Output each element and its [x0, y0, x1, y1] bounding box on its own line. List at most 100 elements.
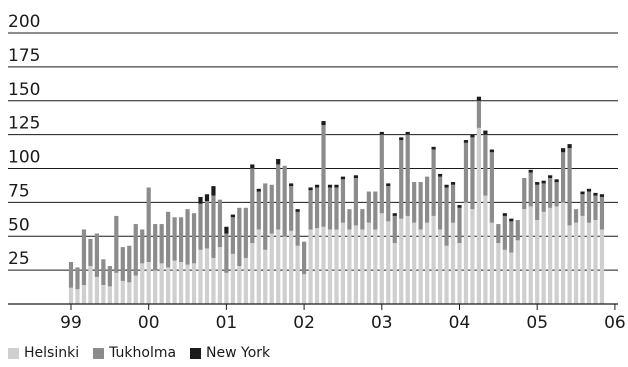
bar-segment-helsinki — [185, 264, 190, 304]
y-tick-label: 200 — [8, 12, 40, 32]
bar-segment-new-york — [541, 180, 546, 184]
bar-segment-tukholma — [548, 177, 553, 208]
bar-segment-tukholma — [172, 217, 177, 261]
bar-segment-tukholma — [444, 187, 449, 246]
bar-segment-new-york — [548, 175, 553, 178]
bar-segment-helsinki — [431, 215, 436, 304]
bar-segment-tukholma — [211, 195, 216, 258]
bar-segment-tukholma — [198, 203, 203, 250]
bar-segment-tukholma — [237, 207, 242, 267]
bar-segment-new-york — [431, 146, 436, 150]
bar-segment-new-york — [204, 194, 210, 202]
x-tick-label: 00 — [138, 313, 160, 333]
bar-segment-tukholma — [302, 241, 307, 275]
bar-segment-helsinki — [586, 222, 592, 304]
legend-item-tukholma: Tukholma — [93, 345, 176, 361]
bar-segment-new-york — [399, 137, 404, 141]
bar-segment-helsinki — [243, 257, 248, 304]
bar-segment-helsinki — [289, 230, 294, 304]
bar-segment-helsinki — [548, 207, 553, 304]
x-tick-label: 04 — [449, 313, 471, 333]
bar-segment-new-york — [580, 191, 585, 195]
bar-segment-helsinki — [327, 229, 333, 304]
bar-segment-helsinki — [153, 270, 158, 305]
bar-segment-helsinki — [366, 222, 371, 304]
bar-segment-tukholma — [431, 149, 436, 216]
bar-segment-tukholma — [276, 164, 281, 230]
bar-segment-helsinki — [476, 127, 482, 304]
bar-segment-new-york — [334, 184, 339, 188]
bar-segment-helsinki — [178, 262, 184, 304]
legend-swatch-tukholma — [93, 347, 105, 359]
y-tick-label: 75 — [8, 181, 30, 201]
bar-segment-new-york — [340, 176, 346, 180]
x-tick-label: 99 — [60, 313, 82, 333]
bar-segment-tukholma — [88, 238, 93, 267]
bar-segment-tukholma — [509, 221, 514, 253]
x-tick-label: 03 — [371, 313, 393, 333]
bar-segment-new-york — [327, 184, 333, 188]
bar-segment-tukholma — [75, 267, 80, 290]
bar-segment-new-york — [489, 149, 494, 153]
bar-segment-helsinki — [561, 202, 566, 305]
bar-segment-tukholma — [153, 224, 158, 271]
bar-segment-helsinki — [127, 282, 132, 304]
bar-segment-tukholma — [386, 186, 391, 222]
bar-segment-tukholma — [412, 182, 417, 223]
bar-segment-new-york — [379, 131, 384, 135]
bar-segment-helsinki — [483, 195, 488, 304]
bar-segment-helsinki — [198, 249, 203, 304]
bar-segment-helsinki — [444, 245, 449, 304]
bar-segment-tukholma — [166, 211, 171, 268]
bar-segment-new-york — [476, 96, 482, 101]
bar-segment-helsinki — [425, 222, 430, 304]
bar-segment-new-york — [483, 130, 488, 135]
bar-segment-tukholma — [250, 168, 255, 244]
bar-segment-new-york — [256, 188, 261, 192]
bar-segment-helsinki — [282, 236, 287, 304]
bar-segment-new-york — [599, 194, 605, 197]
bar-segment-helsinki — [334, 229, 339, 304]
legend-label-helsinki: Helsinki — [24, 345, 80, 361]
legend-item-new-york: New York — [190, 345, 270, 361]
bar-segment-tukholma — [282, 165, 287, 237]
bar-segment-tukholma — [185, 209, 190, 265]
bar-segment-tukholma — [308, 190, 313, 230]
x-tick-label: 02 — [293, 313, 315, 333]
bar-segment-helsinki — [463, 202, 469, 305]
bar-segment-tukholma — [334, 187, 339, 230]
bar-segment-new-york — [392, 213, 397, 216]
bar-segment-tukholma — [586, 191, 592, 223]
bar-segment-new-york — [561, 148, 566, 153]
bar-segment-new-york — [224, 226, 229, 234]
legend-label-tukholma: Tukholma — [109, 345, 177, 361]
bar-segment-helsinki — [353, 225, 358, 304]
bar-segment-helsinki — [554, 206, 559, 304]
bar-segment-helsinki — [580, 215, 585, 304]
x-tick-label: 06 — [604, 313, 626, 333]
bar-segment-new-york — [535, 182, 540, 185]
bar-segment-tukholma — [314, 187, 320, 229]
bar-segment-helsinki — [263, 249, 268, 304]
bar-segment-helsinki — [573, 222, 579, 304]
bar-segment-tukholma — [146, 187, 151, 262]
bar-segment-tukholma — [101, 259, 106, 286]
bar-segment-new-york — [308, 187, 313, 191]
bar-segment-tukholma — [515, 219, 520, 241]
bar-segment-tukholma — [327, 187, 333, 230]
legend-swatch-helsinki — [8, 347, 19, 359]
bar-segment-tukholma — [340, 179, 346, 223]
bar-segment-tukholma — [360, 209, 365, 230]
bar-segment-tukholma — [418, 182, 423, 230]
bar-segment-helsinki — [191, 263, 197, 304]
bar-segment-helsinki — [418, 229, 423, 304]
bar-segment-helsinki — [75, 289, 80, 304]
bar-segment-helsinki — [146, 262, 151, 304]
bar-segment-tukholma — [573, 209, 579, 223]
bar-segment-helsinki — [593, 219, 598, 304]
bar-segment-helsinki — [515, 240, 520, 304]
bar-segment-new-york — [211, 186, 216, 196]
bar-segment-tukholma — [399, 140, 404, 219]
bar-segment-tukholma — [470, 137, 475, 210]
bar-segment-new-york — [405, 131, 410, 135]
